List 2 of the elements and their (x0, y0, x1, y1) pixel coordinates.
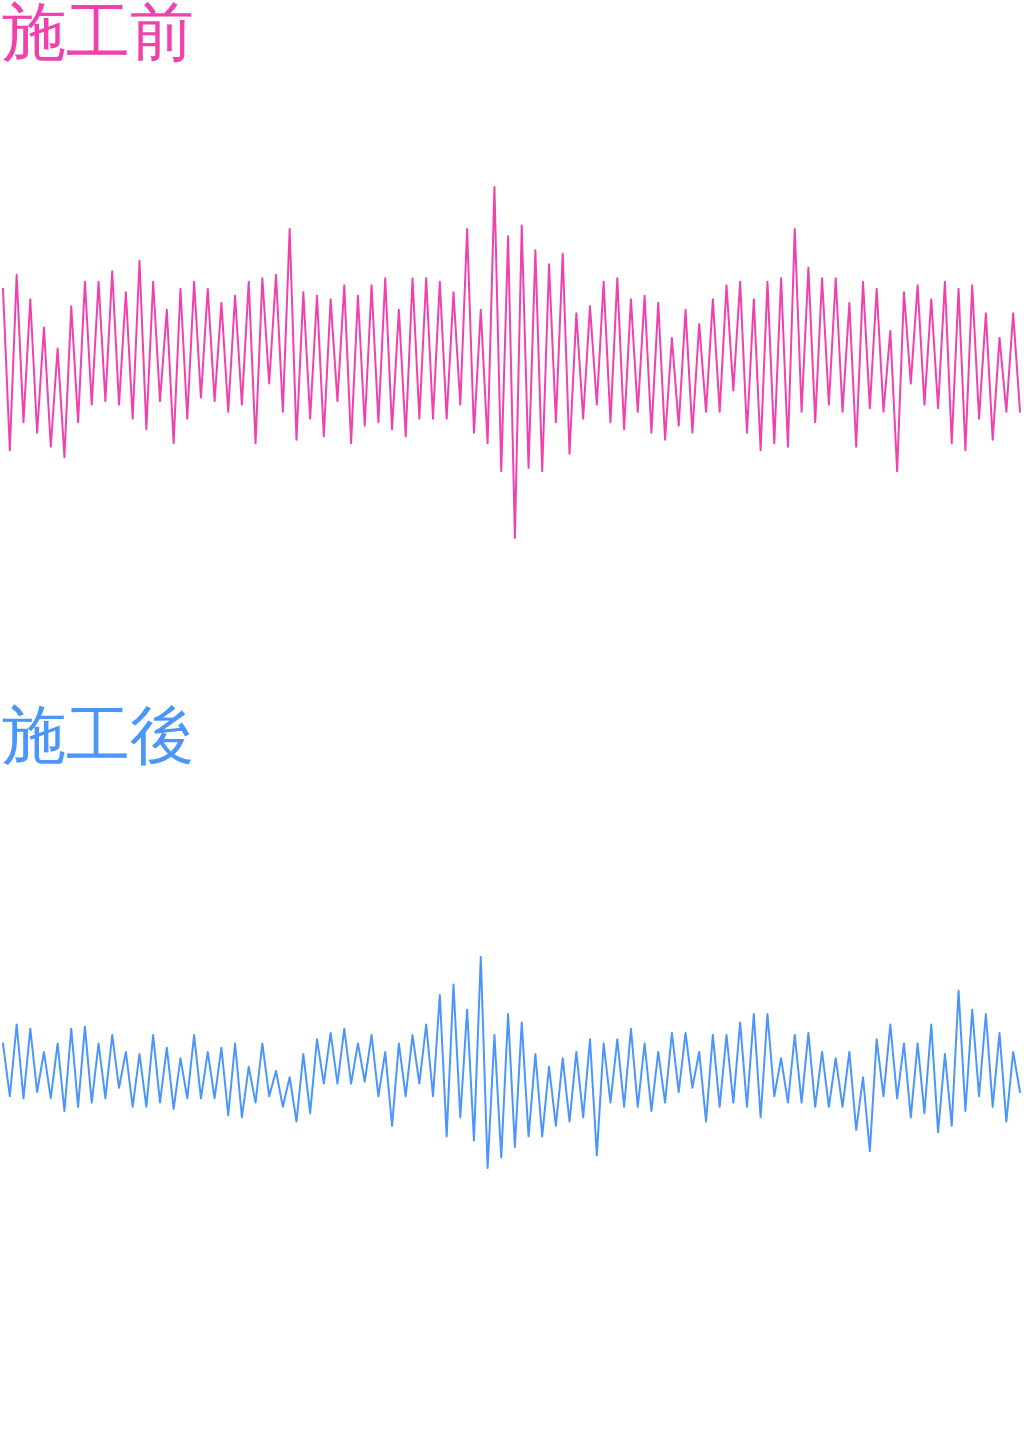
title: 施工後 (2, 698, 194, 772)
title: 施工前 (2, 0, 194, 69)
